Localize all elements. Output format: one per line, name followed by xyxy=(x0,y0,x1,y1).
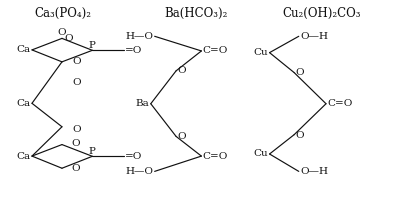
Text: O: O xyxy=(72,164,80,173)
Text: O: O xyxy=(177,66,186,75)
Text: Ba: Ba xyxy=(136,99,150,108)
Text: P: P xyxy=(89,41,96,50)
Text: O—H: O—H xyxy=(300,32,328,41)
Text: H—O: H—O xyxy=(126,167,154,176)
Text: P: P xyxy=(89,147,96,156)
Text: O: O xyxy=(73,125,81,134)
Text: O: O xyxy=(72,140,80,148)
Text: O: O xyxy=(73,78,81,87)
Text: Ca: Ca xyxy=(17,99,31,108)
Text: O: O xyxy=(64,34,73,43)
Text: C=O: C=O xyxy=(203,152,228,161)
Text: C=O: C=O xyxy=(203,46,228,55)
Text: =O: =O xyxy=(125,152,142,161)
Text: C=O: C=O xyxy=(327,99,353,108)
Text: O: O xyxy=(177,132,186,141)
Text: Cu: Cu xyxy=(254,149,268,158)
Text: O—H: O—H xyxy=(300,167,328,176)
Text: Ca: Ca xyxy=(17,45,31,54)
Text: O: O xyxy=(58,28,66,37)
Text: Ca₃(PO₄)₂: Ca₃(PO₄)₂ xyxy=(35,7,92,20)
Text: Cu₂(OH)₂CO₃: Cu₂(OH)₂CO₃ xyxy=(283,7,361,20)
Text: O: O xyxy=(73,57,81,66)
Text: O: O xyxy=(295,131,304,140)
Text: H—O: H—O xyxy=(126,32,154,41)
Text: Ca: Ca xyxy=(17,152,31,161)
Text: Cu: Cu xyxy=(254,48,268,57)
Text: Ba(HCO₃)₂: Ba(HCO₃)₂ xyxy=(164,7,227,20)
Text: =O: =O xyxy=(125,46,142,55)
Text: O: O xyxy=(295,68,304,77)
